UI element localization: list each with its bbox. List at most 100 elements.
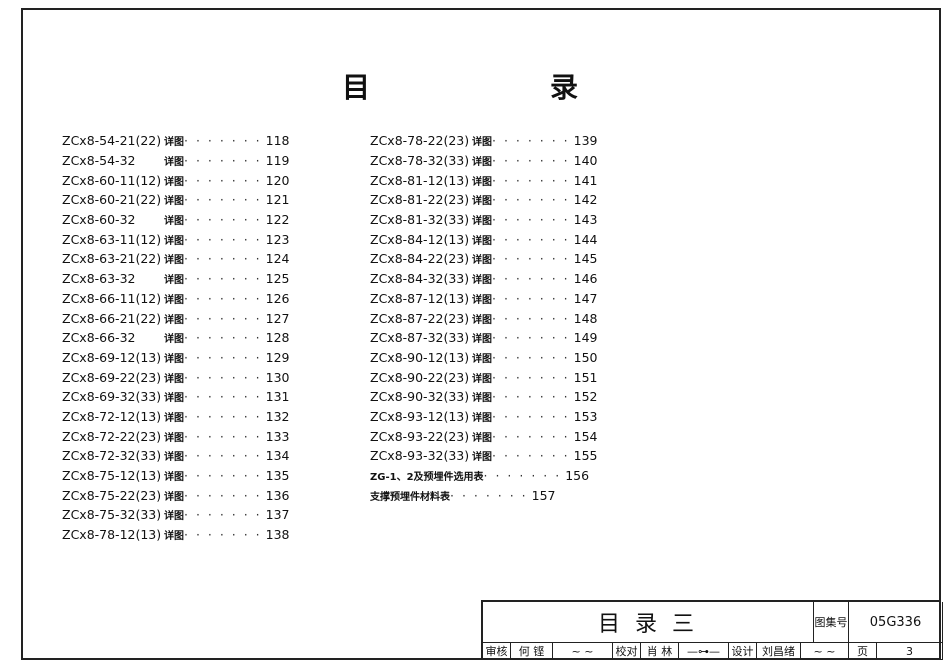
leader-dots: · · · · · · · (184, 212, 262, 228)
entry-code: ZCx8-81-22(23) (370, 192, 470, 208)
entry-page: 142 (573, 192, 598, 208)
leader-dots: · · · · · · · (184, 448, 262, 464)
entry-label: 详图 (164, 275, 184, 287)
entry-page: 152 (573, 389, 598, 405)
entry-page: 146 (573, 271, 598, 287)
entry-code: ZCx8-60-11(12) (62, 172, 162, 188)
index-entry: ZCx8-72-32(33) 详图 · · · · · · · 134 (62, 446, 290, 466)
leader-dots: · · · · · · · (492, 172, 570, 188)
entry-code: ZCx8-90-22(23) (370, 369, 470, 385)
entry-label: 详图 (164, 452, 184, 464)
title-block: 目 录 三 图集号 05G336 审核 何 铿 ~ ~ 校对 肖 林 —⊶— 设… (481, 600, 943, 660)
entry-page: 155 (573, 448, 598, 464)
leader-dots: · · · · · · · (184, 507, 262, 523)
entry-page: 131 (265, 389, 290, 405)
entry-code: ZCx8-63-21(22) (62, 251, 162, 267)
entry-page: 132 (265, 408, 290, 424)
index-column-right: ZCx8-78-22(23) 详图 · · · · · · · 139 ZCx8-78… (370, 131, 598, 505)
leader-dots: · · · · · · · (184, 408, 262, 424)
entry-code: ZCx8-63-11(12) (62, 231, 162, 247)
entry-label: 详图 (164, 314, 184, 326)
index-entry: ZCx8-66-11(12) 详图 · · · · · · · 126 (62, 289, 290, 309)
atlas-no: 05G336 (849, 602, 943, 643)
entry-page: 126 (265, 290, 290, 306)
entry-code: ZCx8-90-12(13) (370, 349, 470, 365)
entry-page: 134 (265, 448, 290, 464)
leader-dots: · · · · · · · (492, 349, 570, 365)
entry-code: ZCx8-72-32(33) (62, 448, 162, 464)
entry-page: 139 (573, 133, 598, 149)
entry-code: ZCx8-84-22(23) (370, 251, 470, 267)
leader-dots: · · · · · · · (492, 389, 570, 405)
review-signature: ~ ~ (553, 643, 613, 660)
entry-label: 详图 (472, 235, 492, 247)
entry-code: ZCx8-60-21(22) (62, 192, 162, 208)
index-entry: ZCx8-81-22(23) 详图 · · · · · · · 142 (370, 190, 598, 210)
index-entry: ZCx8-84-32(33) 详图 · · · · · · · 146 (370, 269, 598, 289)
index-entry: ZCx8-60-21(22) 详图 · · · · · · · 121 (62, 190, 290, 210)
review-label: 审核 (483, 643, 511, 660)
entry-page: 135 (265, 468, 290, 484)
index-entry: ZCx8-75-22(23) 详图 · · · · · · · 136 (62, 485, 290, 505)
entry-code: ZCx8-54-21(22) (62, 133, 162, 149)
entry-page: 128 (265, 330, 290, 346)
entry-page: 124 (265, 251, 290, 267)
index-entry: ZCx8-87-22(23) 详图 · · · · · · · 148 (370, 308, 598, 328)
entry-label: 详图 (472, 137, 492, 149)
entry-label: 详图 (164, 491, 184, 503)
entry-label: 详图 (472, 314, 492, 326)
leader-dots: · · · · · · · (492, 369, 570, 385)
entry-page: 145 (573, 251, 598, 267)
entry-page: 125 (265, 271, 290, 287)
entry-label: 详图 (472, 275, 492, 287)
index-entry: ZCx8-60-11(12) 详图 · · · · · · · 120 (62, 170, 290, 190)
entry-code: ZCx8-69-12(13) (62, 349, 162, 365)
entry-code: ZCx8-87-12(13) (370, 290, 470, 306)
entry-code: ZCx8-78-22(23) (370, 133, 470, 149)
index-entry: ZCx8-60-32 详图 · · · · · · · 122 (62, 210, 290, 230)
index-entry: ZCx8-69-22(23) 详图 · · · · · · · 130 (62, 367, 290, 387)
entry-label: 支撑预埋件材料表 (370, 491, 450, 503)
entry-label: 详图 (164, 511, 184, 523)
entry-label: 详图 (472, 452, 492, 464)
title-char-2: 录 (550, 71, 579, 104)
entry-code: ZCx8-63-32 (62, 271, 136, 287)
entry-page: 129 (265, 349, 290, 365)
entry-code: ZCx8-66-11(12) (62, 290, 162, 306)
index-entry: ZCx8-84-12(13) 详图 · · · · · · · 144 (370, 229, 598, 249)
entry-label: 详图 (472, 294, 492, 306)
entry-code: ZCx8-90-32(33) (370, 389, 470, 405)
design-name: 刘昌绪 (757, 643, 801, 660)
entry-label: 详图 (472, 157, 492, 169)
leader-dots: · · · · · · · (492, 231, 570, 247)
leader-dots: · · · · · · · (492, 428, 570, 444)
index-entry: ZCx8-69-32(33) 详图 · · · · · · · 131 (62, 387, 290, 407)
entry-code: ZCx8-93-22(23) (370, 428, 470, 444)
entry-page: 123 (265, 231, 290, 247)
index-entry: ZCx8-63-21(22) 详图 · · · · · · · 124 (62, 249, 290, 269)
leader-dots: · · · · · · · (492, 290, 570, 306)
entry-label: 详图 (472, 216, 492, 228)
entry-label: 详图 (164, 353, 184, 365)
entry-code: ZCx8-81-12(13) (370, 172, 470, 188)
leader-dots: · · · · · · · (184, 192, 262, 208)
index-entry: ZCx8-75-12(13) 详图 · · · · · · · 135 (62, 466, 290, 486)
page-number: 3 (877, 643, 943, 660)
index-entry: ZCx8-66-32 详图 · · · · · · · 128 (62, 328, 290, 348)
entry-page: 156 (565, 468, 590, 484)
leader-dots: · · · · · · · (483, 468, 562, 484)
entry-label: 详图 (472, 393, 492, 405)
index-entry: ZCx8-90-22(23) 详图 · · · · · · · 151 (370, 367, 598, 387)
entry-code: ZCx8-84-12(13) (370, 231, 470, 247)
entry-page: 143 (573, 212, 598, 228)
entry-code: ZCx8-93-12(13) (370, 408, 470, 424)
entry-code: ZCx8-87-22(23) (370, 310, 470, 326)
entry-page: 147 (573, 290, 598, 306)
entry-label: 详图 (164, 157, 184, 169)
entry-label: 详图 (472, 196, 492, 208)
entry-label: 详图 (472, 412, 492, 424)
entry-page: 141 (573, 172, 598, 188)
leader-dots: · · · · · · · (450, 487, 528, 503)
entry-label: 详图 (472, 432, 492, 444)
